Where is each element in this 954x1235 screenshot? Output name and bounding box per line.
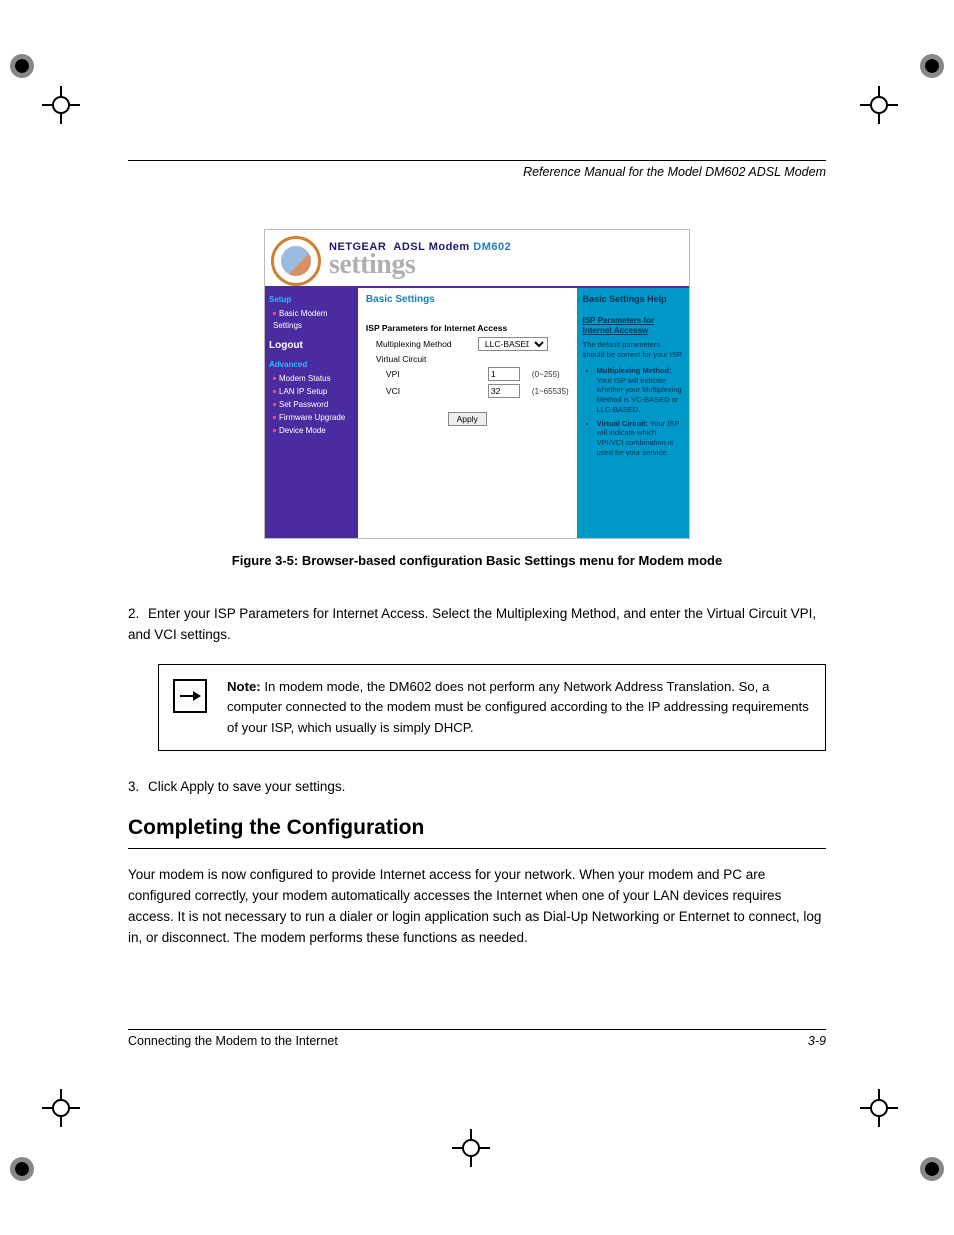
row-multiplexing: Multiplexing Method LLC-BASED xyxy=(366,337,569,351)
sidebar: Setup Basic Modem Settings Logout Advanc… xyxy=(265,288,358,538)
step-2: 2.Enter your ISP Parameters for Internet… xyxy=(128,604,826,646)
vpi-range: (0~255) xyxy=(532,370,560,379)
registration-mark xyxy=(42,1089,94,1141)
note-body: In modem mode, the DM602 does not perfor… xyxy=(227,679,809,735)
note-box: Note: In modem mode, the DM602 does not … xyxy=(158,664,826,751)
sidebar-item-lan-ip-setup[interactable]: LAN IP Setup xyxy=(269,386,354,398)
sidebar-logout[interactable]: Logout xyxy=(269,338,354,353)
row-vpi: VPI (0~255) xyxy=(366,367,569,381)
netgear-logo xyxy=(271,236,321,286)
footer-text: Connecting the Modem to the Internet 3-9 xyxy=(128,1034,826,1048)
label-virtual-circuit: Virtual Circuit xyxy=(366,354,478,364)
help-item-virtual-circuit: Virtual Circuit: Your ISP will indicate … xyxy=(597,419,683,458)
arrow-right-icon xyxy=(173,679,207,713)
page-footer: Connecting the Modem to the Internet 3-9 xyxy=(128,1029,826,1048)
section-rule xyxy=(128,848,826,849)
step-number: 3. xyxy=(128,777,148,798)
sidebar-heading-advanced: Advanced xyxy=(269,359,354,371)
help-item-multiplexing-bold: Multiplexing Method: xyxy=(597,366,672,375)
help-intro: The default parameters should be correct… xyxy=(583,340,683,360)
help-item-vc-bold: Virtual Circuit: xyxy=(597,419,649,428)
step-3: 3.Click Apply to save your settings. xyxy=(128,777,826,798)
label-vci: VCI xyxy=(366,386,488,396)
registration-mark xyxy=(860,1089,912,1141)
header-rule xyxy=(128,160,826,161)
screenshot-body: Setup Basic Modem Settings Logout Advanc… xyxy=(265,286,689,538)
help-subtitle: ISP Parameters for Internet Accessw xyxy=(583,316,683,337)
screenshot-title-block: NETGEAR ADSL Modem DM602 settings xyxy=(329,241,683,281)
main-title: Basic Settings xyxy=(366,294,569,305)
step-number: 2. xyxy=(128,604,148,625)
apply-row: Apply xyxy=(366,412,569,426)
settings-wordmark: settings xyxy=(329,249,683,281)
apply-button[interactable]: Apply xyxy=(448,412,487,426)
row-virtual-circuit: Virtual Circuit xyxy=(366,354,569,364)
note-text: Note: In modem mode, the DM602 does not … xyxy=(227,677,811,738)
isp-params-heading: ISP Parameters for Internet Access xyxy=(366,323,569,333)
figure-caption: Figure 3-5: Browser-based configuration … xyxy=(128,553,826,568)
vci-range: (1~65535) xyxy=(532,387,569,396)
brand-model: DM602 xyxy=(473,241,511,253)
step-2-text: Enter your ISP Parameters for Internet A… xyxy=(128,606,816,642)
help-item-multiplexing-text: Your ISP will indicate whether your Mult… xyxy=(597,376,682,414)
section-heading: Completing the Configuration xyxy=(128,816,826,840)
multiplexing-select[interactable]: LLC-BASED xyxy=(478,337,548,351)
step-3-text: Click Apply to save your settings. xyxy=(148,779,345,794)
sidebar-heading-setup: Setup xyxy=(269,294,354,306)
help-title: Basic Settings Help xyxy=(583,294,683,306)
sidebar-item-device-mode[interactable]: Device Mode xyxy=(269,425,354,437)
registration-mark xyxy=(42,86,94,138)
help-item-multiplexing: Multiplexing Method: Your ISP will indic… xyxy=(597,366,683,415)
sidebar-item-basic-modem-settings[interactable]: Basic Modem Settings xyxy=(269,308,354,332)
help-panel: Basic Settings Help ISP Parameters for I… xyxy=(577,288,689,538)
sidebar-item-firmware-upgrade[interactable]: Firmware Upgrade xyxy=(269,412,354,424)
help-list: Multiplexing Method: Your ISP will indic… xyxy=(583,366,683,458)
footer-left: Connecting the Modem to the Internet xyxy=(128,1034,338,1048)
body-paragraph: Your modem is now configured to provide … xyxy=(128,865,826,949)
running-header: Reference Manual for the Model DM602 ADS… xyxy=(128,165,826,179)
label-vpi: VPI xyxy=(366,369,488,379)
sidebar-item-set-password[interactable]: Set Password xyxy=(269,399,354,411)
label-multiplexing: Multiplexing Method xyxy=(366,339,478,349)
router-screenshot: NETGEAR ADSL Modem DM602 settings Setup … xyxy=(264,229,690,539)
note-label: Note: xyxy=(227,679,261,694)
row-vci: VCI (1~65535) xyxy=(366,384,569,398)
vpi-input[interactable] xyxy=(488,367,520,381)
page-content: Reference Manual for the Model DM602 ADS… xyxy=(128,160,826,1048)
step-list: 2.Enter your ISP Parameters for Internet… xyxy=(128,604,826,798)
main-panel: Basic Settings ISP Parameters for Intern… xyxy=(358,288,577,538)
registration-mark xyxy=(452,1129,504,1181)
registration-mark xyxy=(860,86,912,138)
sidebar-item-modem-status[interactable]: Modem Status xyxy=(269,373,354,385)
vci-input[interactable] xyxy=(488,384,520,398)
screenshot-header: NETGEAR ADSL Modem DM602 settings xyxy=(265,230,689,286)
footer-right: 3-9 xyxy=(808,1034,826,1048)
footer-rule xyxy=(128,1029,826,1030)
